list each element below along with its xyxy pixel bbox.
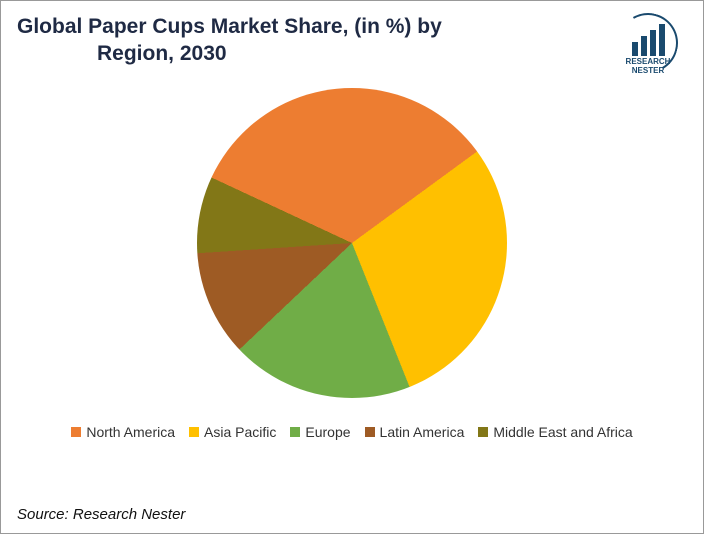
legend-swatch <box>189 427 199 437</box>
legend-label: Middle East and Africa <box>493 424 632 440</box>
pie-chart-wrap <box>17 88 687 398</box>
legend-swatch <box>71 427 81 437</box>
legend-label: North America <box>86 424 175 440</box>
chart-title: Global Paper Cups Market Share, (in %) b… <box>17 13 497 68</box>
legend-swatch <box>478 427 488 437</box>
source-citation: Source: Research Nester <box>17 506 185 523</box>
title-line-1: Global Paper Cups Market Share, (in %) b… <box>17 15 442 38</box>
brand-logo: RESEARCH NESTER <box>613 13 683 83</box>
legend-label: Europe <box>305 424 350 440</box>
chart-container: Global Paper Cups Market Share, (in %) b… <box>1 1 703 533</box>
title-line-2: Region, 2030 <box>17 42 227 65</box>
legend-label: Latin America <box>380 424 465 440</box>
legend-swatch <box>365 427 375 437</box>
legend-label: Asia Pacific <box>204 424 276 440</box>
legend: North America Asia Pacific Europe Latin Ame… <box>17 424 687 440</box>
legend-item: Middle East and Africa <box>478 424 632 440</box>
legend-swatch <box>290 427 300 437</box>
legend-item: Asia Pacific <box>189 424 276 440</box>
pie-chart <box>197 88 507 398</box>
legend-item: Europe <box>290 424 350 440</box>
legend-item: North America <box>71 424 175 440</box>
legend-item: Latin America <box>365 424 465 440</box>
logo-arc-icon <box>611 6 684 79</box>
